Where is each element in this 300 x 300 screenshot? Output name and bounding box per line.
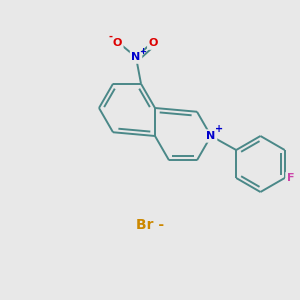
Text: O: O (112, 38, 122, 48)
Text: O: O (149, 38, 158, 48)
Text: +: + (140, 47, 146, 56)
Text: +: + (215, 124, 223, 134)
Text: -: - (108, 32, 112, 42)
Text: F: F (287, 173, 294, 183)
Text: N: N (206, 131, 216, 141)
Text: Br -: Br - (136, 218, 164, 232)
Text: N: N (131, 52, 141, 62)
